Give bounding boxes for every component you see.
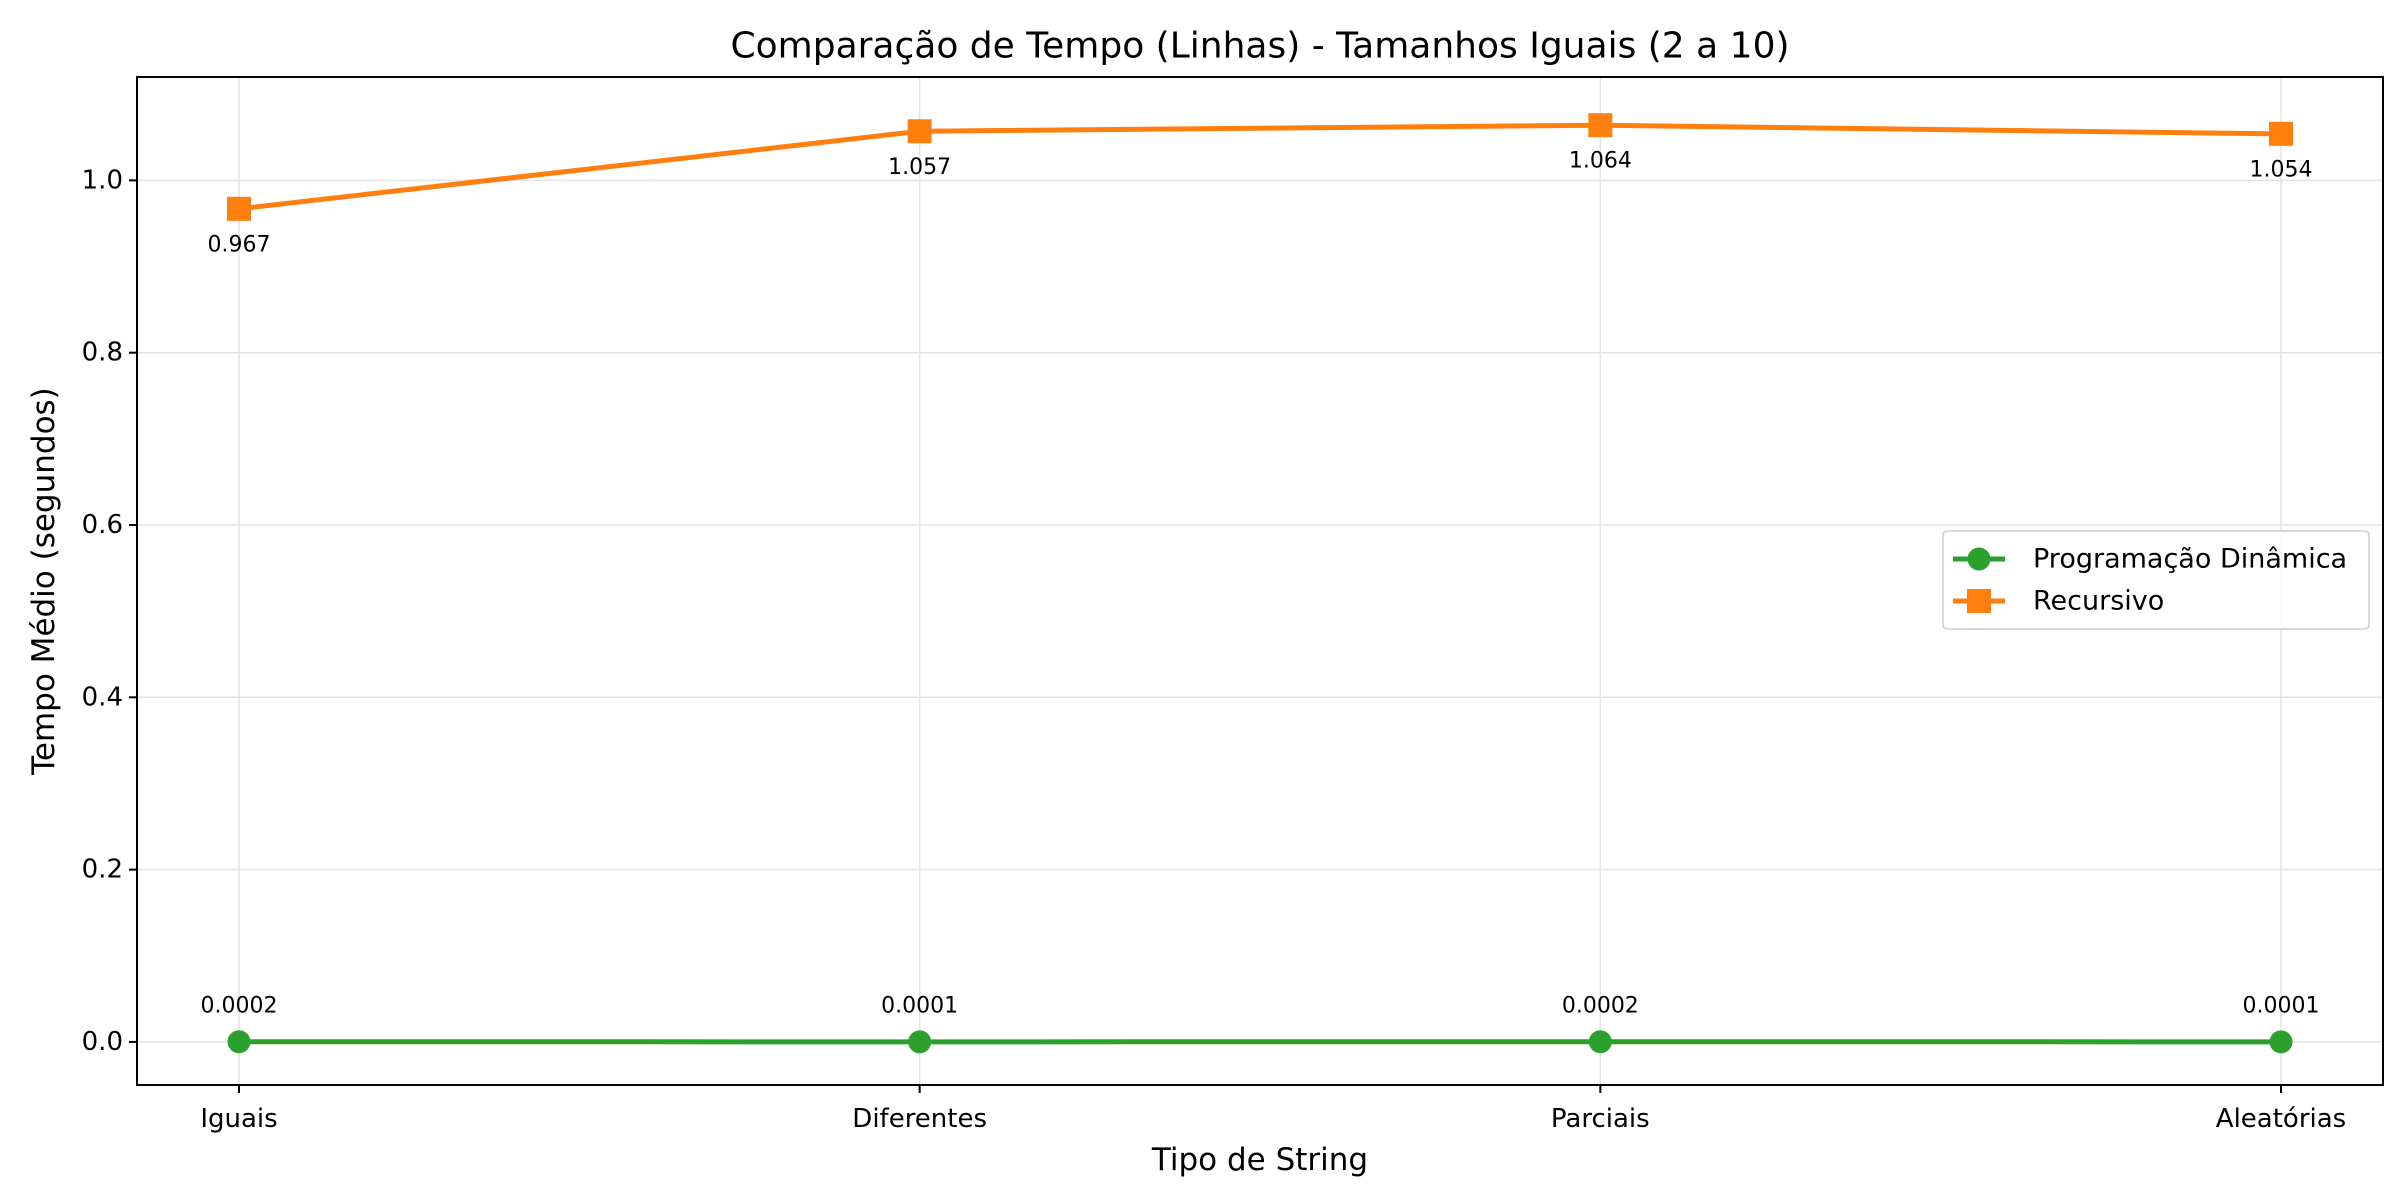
plot-frame — [136, 76, 2384, 1086]
y-axis-label: Tempo Médio (segundos) — [26, 387, 62, 776]
legend-marker — [1967, 589, 1991, 613]
data-point — [227, 196, 251, 221]
x-tick-label: Parciais — [1551, 1104, 1650, 1134]
x-tick-label: Iguais — [200, 1104, 277, 1134]
y-tick-label: 0.6 — [82, 510, 123, 540]
data-label: 0.0002 — [1562, 993, 1639, 1018]
legend-marker — [1967, 547, 1991, 571]
x-axis-label: Tipo de String — [1151, 1142, 1368, 1178]
legend-box — [1942, 530, 2370, 630]
legend: Programação Dinâmica Recursivo — [1942, 530, 2370, 630]
x-tick-label: Diferentes — [852, 1104, 987, 1134]
data-label: 0.967 — [208, 232, 271, 257]
data-label: 1.057 — [888, 155, 951, 180]
data-label: 1.064 — [1569, 149, 1632, 174]
y-tick-label: 0.8 — [82, 338, 123, 368]
data-label: 0.0001 — [2243, 993, 2320, 1018]
data-point — [908, 1030, 932, 1054]
series-layer — [227, 113, 2293, 1054]
y-tick-label: 0.0 — [82, 1027, 123, 1057]
data-point — [1588, 1030, 1612, 1054]
data-point — [2269, 121, 2293, 146]
data-point — [1588, 113, 1613, 138]
axis-ticks: Iguais Diferentes Parciais Aleatórias 0.0 0.2… — [82, 165, 2347, 1134]
y-tick-label: 0.4 — [82, 682, 123, 712]
y-tick-label: 0.2 — [82, 855, 123, 885]
data-point — [907, 119, 932, 144]
data-point — [2269, 1030, 2293, 1054]
data-label: 1.054 — [2250, 157, 2313, 182]
data-label: 0.0002 — [201, 993, 278, 1018]
legend-label: Recursivo — [2033, 586, 2164, 617]
data-label: 0.0001 — [881, 993, 958, 1018]
data-point — [227, 1030, 251, 1054]
series-line — [238, 122, 2282, 212]
x-tick-label: Aleatórias — [2216, 1104, 2346, 1134]
y-tick-label: 1.0 — [82, 165, 123, 195]
legend-label: Programação Dinâmica — [2033, 544, 2347, 575]
chart-title: Comparação de Tempo (Linhas) - Tamanhos … — [730, 26, 1789, 67]
data-labels: 0.0002 0.0001 0.0002 0.0001 0.967 1.057 1.064 1… — [201, 149, 2320, 1019]
